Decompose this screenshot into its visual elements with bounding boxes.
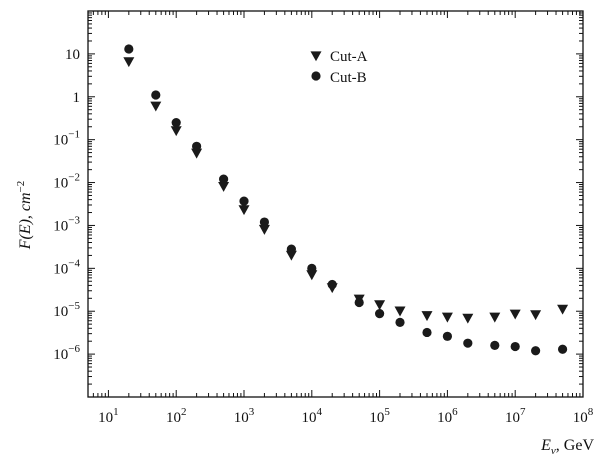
point-cut-b <box>192 141 202 151</box>
y-tick-label: 10−1 <box>53 129 80 149</box>
point-cut-b <box>375 309 385 319</box>
point-cut-b <box>286 244 296 254</box>
point-cut-a <box>306 270 318 281</box>
point-cut-a <box>441 312 453 323</box>
point-cut-a <box>557 304 569 315</box>
point-cut-b <box>442 331 453 341</box>
point-cut-a <box>218 182 230 192</box>
y-tick-label: 10−6 <box>53 343 80 363</box>
axis-tick-labels: 101 102 103 104 105 106 107 10810110−110−210−31… <box>53 47 593 426</box>
point-cut-a <box>421 311 433 322</box>
point-cut-a <box>285 250 297 261</box>
y-tick-label: 10−3 <box>53 214 80 234</box>
legend-marker-cut-a <box>310 51 322 62</box>
point-cut-b <box>124 44 134 54</box>
x-tick-label: 106 <box>437 406 458 426</box>
point-cut-a <box>530 310 542 321</box>
point-cut-a <box>170 126 182 137</box>
point-cut-a <box>374 300 386 311</box>
y-tick-label: 10−2 <box>53 172 80 192</box>
point-cut-b <box>327 279 337 290</box>
point-cut-b <box>531 346 541 356</box>
point-cut-a <box>509 309 521 320</box>
point-cut-b <box>259 217 270 227</box>
x-tick-label: 103 <box>234 406 255 426</box>
point-cut-b <box>239 196 249 206</box>
y-tick-label: 10−5 <box>53 300 80 320</box>
point-cut-a <box>123 57 135 68</box>
point-cut-b <box>422 327 432 338</box>
x-tick-label: 105 <box>369 406 390 426</box>
point-cut-b <box>218 174 229 184</box>
x-tick-label: 101 <box>98 406 119 426</box>
point-cut-b <box>151 90 161 100</box>
point-cut-b <box>307 263 317 273</box>
x-tick-label: 104 <box>302 406 323 426</box>
x-tick-label: 102 <box>166 406 187 426</box>
plot-frame <box>87 10 584 398</box>
y-axis-label: F(E), cm−2 <box>15 181 34 251</box>
point-cut-a <box>150 101 162 112</box>
point-cut-a <box>394 306 406 317</box>
x-axis-label: Eν, GeV <box>540 437 594 455</box>
point-cut-b <box>171 117 181 128</box>
point-cut-b <box>510 341 520 352</box>
point-cut-b <box>557 344 568 354</box>
legend-label-cut-b: Cut-B <box>330 70 367 86</box>
point-cut-b <box>395 317 405 327</box>
legend-marker-cut-b <box>311 71 321 81</box>
legend-label-cut-a: Cut-A <box>330 49 368 65</box>
point-cut-b <box>354 297 364 308</box>
point-cut-a <box>238 205 250 216</box>
point-cut-b <box>490 340 500 350</box>
y-tick-label: 10 <box>65 47 80 63</box>
axis-ticks <box>87 11 584 398</box>
x-tick-label: 107 <box>505 406 526 426</box>
data-marks <box>123 44 569 356</box>
point-cut-a <box>462 313 474 324</box>
legend: Cut-A Cut-B <box>310 49 368 86</box>
y-tick-label: 10−4 <box>53 257 80 277</box>
point-cut-a <box>489 312 501 323</box>
point-cut-b <box>463 338 473 348</box>
x-tick-label: 108 <box>573 406 594 426</box>
point-cut-a <box>191 148 203 159</box>
y-tick-label: 1 <box>73 90 81 106</box>
point-cut-a <box>258 224 270 235</box>
